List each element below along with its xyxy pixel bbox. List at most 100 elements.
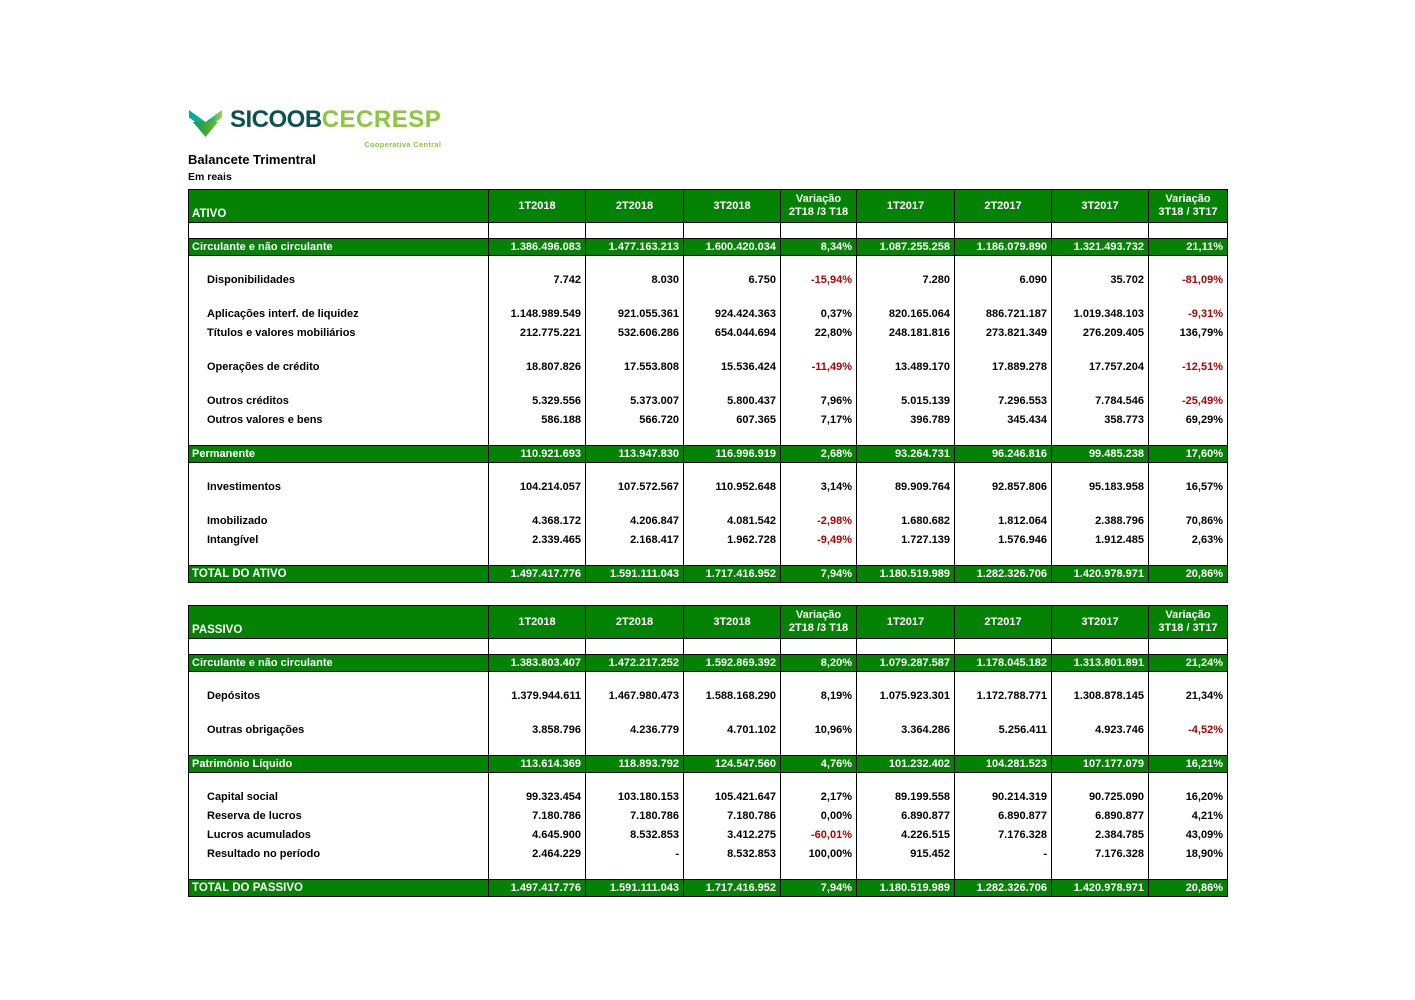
value-cell: 1.467.980.473 bbox=[586, 687, 684, 706]
value-cell: 96.246.816 bbox=[955, 446, 1052, 462]
column-header: 3T2018 bbox=[684, 606, 781, 638]
row-label: Patrimônio Líquido bbox=[189, 756, 489, 772]
value-cell: 5.329.556 bbox=[489, 392, 586, 411]
value-cell: 100,00% bbox=[781, 845, 857, 864]
value-cell: -4,52% bbox=[1149, 721, 1228, 740]
value-cell: 532.606.286 bbox=[586, 324, 684, 343]
row-label: Operações de crédito bbox=[189, 358, 489, 377]
value-cell: 5.256.411 bbox=[955, 721, 1052, 740]
value-cell: 345.434 bbox=[955, 411, 1052, 430]
value-cell: -15,94% bbox=[781, 271, 857, 290]
ativo-table: ATIVO 1T2018 2T2018 3T2018 Variação 2T18 /3 … bbox=[188, 189, 1228, 583]
value-cell: 8.532.853 bbox=[586, 826, 684, 845]
value-cell: 5.015.139 bbox=[857, 392, 955, 411]
value-cell: 4,21% bbox=[1149, 807, 1228, 826]
value-cell: 17.757.204 bbox=[1052, 358, 1149, 377]
column-header: Variação 3T18 / 3T17 bbox=[1149, 190, 1228, 222]
value-cell: 4.206.847 bbox=[586, 512, 684, 531]
spacer-row bbox=[189, 706, 1228, 721]
value-cell: 13.489.170 bbox=[857, 358, 955, 377]
column-header: 1T2018 bbox=[489, 190, 586, 222]
column-header: 1T2017 bbox=[857, 190, 955, 222]
column-header: Variação 2T18 /3 T18 bbox=[781, 190, 857, 222]
value-cell: 124.547.560 bbox=[684, 756, 781, 772]
row-label: Circulante e não circulante bbox=[189, 239, 489, 255]
ativo-section-title: ATIVO bbox=[189, 190, 489, 222]
value-cell: 6.890.877 bbox=[1052, 807, 1149, 826]
value-cell: 6.890.877 bbox=[857, 807, 955, 826]
value-cell: - bbox=[955, 845, 1052, 864]
value-cell: 7.180.786 bbox=[586, 807, 684, 826]
value-cell: -9,49% bbox=[781, 531, 857, 550]
value-cell: 103.180.153 bbox=[586, 788, 684, 807]
row-label: Títulos e valores mobiliários bbox=[189, 324, 489, 343]
value-cell: 921.055.361 bbox=[586, 305, 684, 324]
value-cell: 89.199.558 bbox=[857, 788, 955, 807]
row-label: Resultado no período bbox=[189, 845, 489, 864]
value-cell: 276.209.405 bbox=[1052, 324, 1149, 343]
value-cell: -25,49% bbox=[1149, 392, 1228, 411]
table-row: TOTAL DO PASSIVO 1.497.417.776 1.591.111.0… bbox=[189, 879, 1228, 897]
value-cell: 886.721.187 bbox=[955, 305, 1052, 324]
value-cell: 1.812.064 bbox=[955, 512, 1052, 531]
passivo-table: PASSIVO 1T2018 2T2018 3T2018 Variação 2T18 /… bbox=[188, 605, 1228, 897]
value-cell: 20,86% bbox=[1149, 566, 1228, 582]
value-cell: 6.890.877 bbox=[955, 807, 1052, 826]
value-cell: 118.893.792 bbox=[586, 756, 684, 772]
row-label: Circulante e não circulante bbox=[189, 655, 489, 671]
value-cell: 7,96% bbox=[781, 392, 857, 411]
value-cell: 358.773 bbox=[1052, 411, 1149, 430]
value-cell: -11,49% bbox=[781, 358, 857, 377]
value-cell: 1.591.111.043 bbox=[586, 880, 684, 896]
value-cell: 1.075.923.301 bbox=[857, 687, 955, 706]
spacer-row bbox=[189, 550, 1228, 565]
value-cell: 1.727.139 bbox=[857, 531, 955, 550]
spacer-row bbox=[189, 343, 1228, 358]
value-cell: 104.281.523 bbox=[955, 756, 1052, 772]
table-row: Circulante e não circulante 1.383.803.407… bbox=[189, 654, 1228, 672]
table-row: Outros valores e bens 586.188 566.720 607.3… bbox=[189, 411, 1228, 430]
value-cell: 1.313.801.891 bbox=[1052, 655, 1149, 671]
value-cell: 2.339.465 bbox=[489, 531, 586, 550]
row-label: Intangível bbox=[189, 531, 489, 550]
value-cell: 1.420.978.971 bbox=[1052, 880, 1149, 896]
table-row: Resultado no período 2.464.229-8.532.853 1… bbox=[189, 845, 1228, 864]
column-header: 2T2017 bbox=[955, 606, 1052, 638]
value-cell: 1.087.255.258 bbox=[857, 239, 955, 255]
value-cell: 7.176.328 bbox=[955, 826, 1052, 845]
ativo-header-row: ATIVO 1T2018 2T2018 3T2018 Variação 2T18 /3 … bbox=[189, 189, 1228, 223]
value-cell: 18.807.826 bbox=[489, 358, 586, 377]
logo-text: SICOOBCECRESP Cooperativa Central bbox=[230, 107, 441, 158]
value-cell: 99.323.454 bbox=[489, 788, 586, 807]
value-cell: 8,20% bbox=[781, 655, 857, 671]
value-cell: - bbox=[586, 845, 684, 864]
column-header: 1T2017 bbox=[857, 606, 955, 638]
value-cell: 95.183.958 bbox=[1052, 478, 1149, 497]
row-label: Depósitos bbox=[189, 687, 489, 706]
table-row: Circulante e não circulante 1.386.496.083… bbox=[189, 238, 1228, 256]
value-cell: 69,29% bbox=[1149, 411, 1228, 430]
spacer-row bbox=[189, 497, 1228, 512]
table-row: Aplicações interf. de liquidez 1.148.989.… bbox=[189, 305, 1228, 324]
value-cell: 1.576.946 bbox=[955, 531, 1052, 550]
row-label: Outras obrigações bbox=[189, 721, 489, 740]
column-header: 2T2017 bbox=[955, 190, 1052, 222]
value-cell: 16,57% bbox=[1149, 478, 1228, 497]
value-cell: 3.858.796 bbox=[489, 721, 586, 740]
value-cell: 7,94% bbox=[781, 880, 857, 896]
logo-sicoob-wordmark: SICOOB bbox=[230, 106, 322, 133]
row-label: Lucros acumulados bbox=[189, 826, 489, 845]
table-gap bbox=[188, 583, 1228, 599]
page-title: Balancete Trimentral bbox=[188, 152, 316, 167]
value-cell: 21,24% bbox=[1149, 655, 1228, 671]
value-cell: 22,80% bbox=[781, 324, 857, 343]
value-cell: 1.178.045.182 bbox=[955, 655, 1052, 671]
value-cell: 1.477.163.213 bbox=[586, 239, 684, 255]
column-header: Variação 3T18 / 3T17 bbox=[1149, 606, 1228, 638]
value-cell: 4.645.900 bbox=[489, 826, 586, 845]
value-cell: 90.214.319 bbox=[955, 788, 1052, 807]
spacer-row bbox=[189, 740, 1228, 755]
value-cell: 113.614.369 bbox=[489, 756, 586, 772]
value-cell: 1.282.326.706 bbox=[955, 566, 1052, 582]
table-row: Imobilizado 4.368.172 4.206.847 4.081.542 -2… bbox=[189, 512, 1228, 531]
